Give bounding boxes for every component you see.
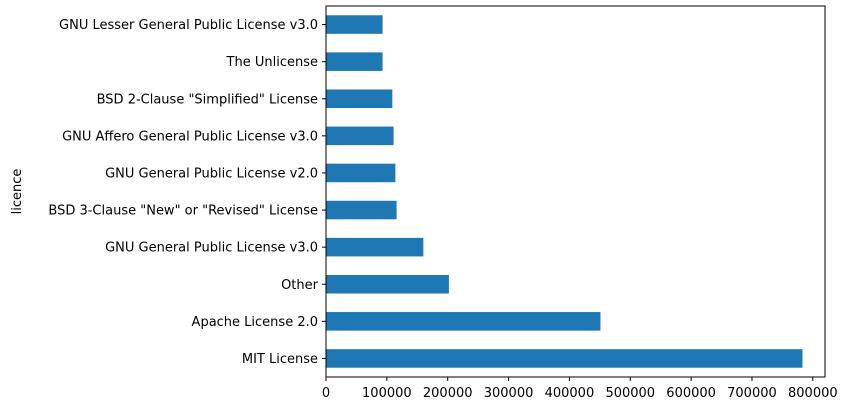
y-tick-label: GNU General Public License v2.0 [105, 166, 318, 181]
x-tick-label: 700000 [727, 386, 777, 401]
bar [326, 200, 397, 220]
bar [326, 237, 424, 257]
plot-frame [325, 5, 826, 378]
x-tick-label: 200000 [423, 386, 473, 401]
bar [326, 126, 394, 146]
bar [326, 15, 383, 34]
bars-group [326, 15, 803, 368]
bar [326, 52, 383, 71]
x-axis: 0 100000 200000 300000 400000 500000 600000 700… [322, 377, 838, 401]
x-tick-label: 500000 [605, 386, 655, 401]
x-tick-label: 100000 [362, 386, 412, 401]
y-axis: MIT License Apache License 2.0 Other GNU Ge… [48, 18, 326, 367]
y-tick-label: Other [281, 278, 319, 293]
y-tick-label: MIT License [242, 352, 318, 367]
x-tick-label: 0 [322, 386, 330, 401]
y-tick-label: GNU Affero General Public License v3.0 [62, 129, 318, 144]
bar [326, 163, 396, 183]
y-tick-label: The Unlicense [226, 55, 318, 70]
y-tick-label: BSD 3-Clause "New" or "Revised" License [48, 204, 318, 219]
y-tick-label: GNU General Public License v3.0 [105, 241, 318, 256]
bar [326, 312, 601, 331]
y-axis-label: licence [10, 169, 25, 215]
x-tick-label: 300000 [484, 386, 534, 401]
y-tick-label: GNU Lesser General Public License v3.0 [59, 18, 318, 33]
x-tick-label: 600000 [666, 386, 716, 401]
bar [326, 349, 803, 368]
x-tick-label: 400000 [545, 386, 595, 401]
x-tick-label: 800000 [788, 386, 838, 401]
y-tick-label: Apache License 2.0 [192, 315, 318, 330]
y-tick-label: BSD 2-Clause "Simplified" License [97, 92, 318, 107]
bar [326, 89, 393, 109]
bar [326, 274, 449, 294]
